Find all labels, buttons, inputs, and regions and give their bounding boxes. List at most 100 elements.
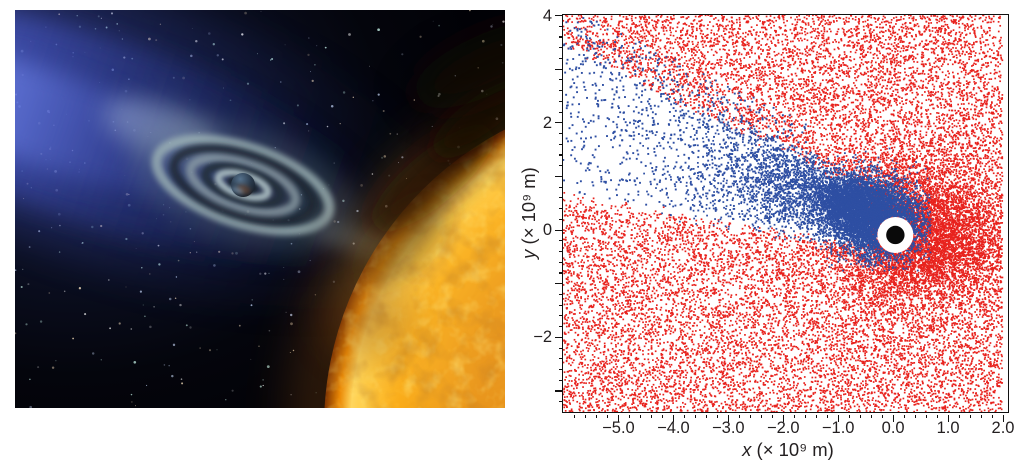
y-tick-label: 0 [542,221,552,240]
artist-impression-canvas [15,10,505,408]
ring-gap-2 [201,162,285,208]
star [100,359,102,361]
y-tick-mark [558,208,562,210]
star [469,10,471,12]
x-tick-mark [848,414,850,418]
star [268,329,271,332]
x-tick-mark [936,414,938,418]
star [153,305,155,308]
x-tick-mark [716,414,718,418]
x-tick-mark [837,414,839,422]
x-tick-label: −1.0 [821,419,855,437]
y-tick-mark [558,272,562,274]
plot-area [562,14,1009,413]
star [39,320,43,323]
star [419,35,422,38]
star [250,358,252,360]
star [78,287,82,290]
x-tick-mark [958,414,960,418]
y-tick-mark [558,326,562,328]
star [259,385,262,388]
star [25,323,28,326]
star [307,53,310,57]
star [432,20,434,22]
limb-smoke-2 [431,77,505,159]
star [492,24,494,26]
y-tick-mark [558,165,562,167]
y-tick-mark [555,68,562,70]
y-tick-mark [558,251,562,253]
star [130,328,133,330]
y-tick-mark [558,369,562,371]
star [131,401,133,403]
star [185,324,188,327]
star [63,290,66,293]
star [262,379,264,381]
limb-haze [321,276,413,360]
y-tick-mark [558,25,562,27]
y-tick-mark [558,218,562,220]
star [316,45,318,47]
x-tick-mark [749,414,751,418]
x-tick-mark [727,414,729,422]
x-tick-mark [661,414,663,418]
x-tick-label: −3.0 [712,419,745,437]
y-tick-mark [555,122,562,124]
x-axis-label: x (× 10⁹ m) [688,439,888,461]
star [163,364,166,366]
y-tick-mark [558,154,562,156]
y-tick-mark [558,143,562,145]
limb-smoke-4 [360,197,446,287]
limb-smoke-3 [411,21,505,109]
y-tick-mark [558,132,562,135]
x-tick-mark [705,414,707,418]
star [490,25,493,28]
star [174,297,177,299]
star [266,365,270,368]
y-axis-units: (× 10⁹ m) [518,167,539,250]
x-tick-mark [815,414,817,418]
x-tick-mark [947,414,949,422]
y-tick-mark [558,401,562,403]
star [72,337,74,340]
star [15,332,17,335]
star [260,10,262,12]
host-star [289,21,505,408]
star [244,11,247,15]
star [84,313,87,316]
star [372,100,374,102]
star [91,352,95,355]
star [22,268,24,271]
y-tick-mark [558,36,562,38]
x-tick-mark [573,414,576,418]
star [377,93,380,96]
x-tick-mark [892,414,894,422]
star [292,349,295,352]
x-tick-mark [584,414,587,418]
y-tick-mark [558,197,562,199]
star [171,374,174,378]
star [262,384,264,387]
x-tick-mark [595,414,598,418]
y-tick-mark [555,283,562,285]
star [28,246,31,248]
x-tick-mark [628,414,631,418]
x-tick-mark [826,414,828,418]
star [431,125,433,127]
star [168,297,172,301]
star [216,349,218,351]
star [208,349,212,352]
star [15,269,17,271]
ring-gap-1 [169,144,317,226]
y-tick-mark [555,336,562,338]
star [168,364,170,367]
y-tick-mark [558,79,562,81]
y-tick-mark [558,186,562,188]
x-tick-mark [980,414,982,418]
star [149,325,152,329]
x-tick-mark [683,414,685,418]
x-tick-label: 0.0 [881,419,905,437]
y-tick-mark [555,390,562,392]
y-tick-mark [555,175,562,177]
y-tick-mark [558,379,562,381]
